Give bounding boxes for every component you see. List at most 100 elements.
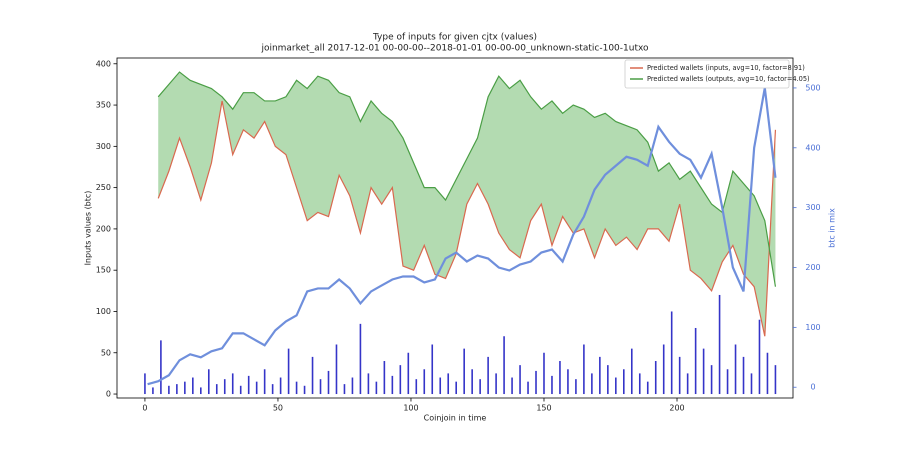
bar bbox=[287, 348, 290, 395]
chart-subtitle: joinmarket_all 2017-12-01 00-00-00--2018… bbox=[260, 44, 649, 54]
x-tick-label: 150 bbox=[536, 404, 551, 413]
bar bbox=[439, 377, 442, 395]
y-tick-label: 400 bbox=[96, 59, 111, 68]
x-axis-label: Coinjoin in time bbox=[424, 414, 487, 423]
bar bbox=[575, 379, 577, 395]
y2-tick-label: 500 bbox=[805, 83, 820, 92]
y2-tick-label: 100 bbox=[805, 323, 820, 332]
bar bbox=[351, 377, 354, 395]
bar bbox=[615, 377, 617, 395]
bar bbox=[327, 370, 330, 395]
bar bbox=[503, 336, 505, 395]
y2-axis-label: btc in mix bbox=[828, 208, 837, 248]
bar bbox=[686, 373, 689, 395]
bar bbox=[184, 381, 186, 395]
x-tick-label: 200 bbox=[669, 404, 684, 413]
bar bbox=[774, 365, 777, 395]
y-axis-label: Inputs values (btc) bbox=[84, 191, 93, 266]
legend-label: Predicted wallets (outputs, avg=10, fact… bbox=[647, 75, 810, 83]
y-tick-label: 50 bbox=[101, 348, 111, 357]
bar bbox=[766, 352, 769, 395]
bar bbox=[399, 365, 402, 395]
bar bbox=[375, 381, 378, 395]
bar bbox=[630, 348, 633, 395]
bar bbox=[303, 385, 306, 395]
bar bbox=[271, 384, 274, 395]
bar bbox=[215, 384, 218, 395]
bar bbox=[519, 365, 521, 395]
bar bbox=[168, 385, 170, 395]
bar bbox=[447, 373, 450, 395]
bar bbox=[734, 344, 737, 395]
bar bbox=[359, 323, 362, 395]
bar bbox=[495, 373, 497, 395]
bar bbox=[742, 356, 745, 395]
y-tick-label: 0 bbox=[106, 390, 111, 399]
y-tick-label: 250 bbox=[96, 183, 111, 192]
bar bbox=[591, 373, 593, 395]
y2-tick-label: 200 bbox=[805, 263, 820, 272]
bar bbox=[662, 344, 665, 395]
bar bbox=[567, 369, 569, 395]
bar bbox=[263, 369, 266, 395]
x-tick-label: 0 bbox=[142, 404, 147, 413]
bar bbox=[247, 375, 250, 395]
bar bbox=[200, 387, 202, 395]
bar bbox=[758, 319, 761, 395]
bar bbox=[192, 377, 194, 395]
bar bbox=[559, 361, 561, 395]
line bbox=[147, 87, 777, 386]
bar bbox=[383, 361, 386, 395]
bar bbox=[694, 327, 697, 395]
bar bbox=[479, 379, 481, 395]
bar bbox=[160, 340, 162, 395]
bar bbox=[718, 294, 721, 395]
bar bbox=[152, 387, 154, 395]
bar bbox=[750, 373, 753, 395]
bar bbox=[367, 373, 370, 395]
bar bbox=[407, 352, 410, 395]
bar bbox=[726, 369, 729, 395]
line bbox=[157, 100, 777, 337]
bar bbox=[638, 373, 641, 395]
bar bbox=[710, 365, 713, 395]
y2-tick-label: 300 bbox=[805, 203, 820, 212]
bar bbox=[223, 379, 226, 395]
bar bbox=[144, 373, 146, 395]
y2-tick-label: 400 bbox=[805, 143, 820, 152]
y-tick-label: 100 bbox=[96, 307, 111, 316]
bar bbox=[527, 381, 529, 395]
bar bbox=[311, 356, 314, 395]
bar bbox=[239, 385, 242, 395]
legend-label: Predicted wallets (inputs, avg=10, facto… bbox=[647, 64, 805, 72]
bar bbox=[471, 369, 473, 395]
bar bbox=[551, 375, 553, 395]
bar bbox=[535, 370, 537, 395]
bar bbox=[583, 344, 585, 395]
bar bbox=[607, 365, 609, 395]
bar bbox=[423, 369, 426, 395]
bar bbox=[176, 384, 178, 395]
bar bbox=[511, 377, 513, 395]
bar bbox=[319, 379, 322, 395]
y2-tick-label: 0 bbox=[810, 383, 815, 392]
y-tick-label: 200 bbox=[96, 224, 111, 233]
bar bbox=[295, 381, 298, 395]
bar bbox=[415, 379, 418, 395]
bar bbox=[702, 348, 705, 395]
bar bbox=[670, 311, 673, 395]
bar bbox=[599, 356, 601, 395]
y-tick-label: 300 bbox=[96, 142, 111, 151]
y-tick-label: 150 bbox=[96, 266, 111, 275]
bar bbox=[335, 344, 338, 395]
x-tick-label: 100 bbox=[403, 404, 418, 413]
bar bbox=[455, 381, 457, 395]
legend-box bbox=[624, 59, 790, 89]
bar bbox=[343, 384, 346, 395]
bar bbox=[279, 377, 282, 395]
line bbox=[157, 71, 777, 287]
plot-frame bbox=[116, 57, 794, 399]
bar bbox=[231, 373, 234, 395]
y-tick-label: 350 bbox=[96, 101, 111, 110]
